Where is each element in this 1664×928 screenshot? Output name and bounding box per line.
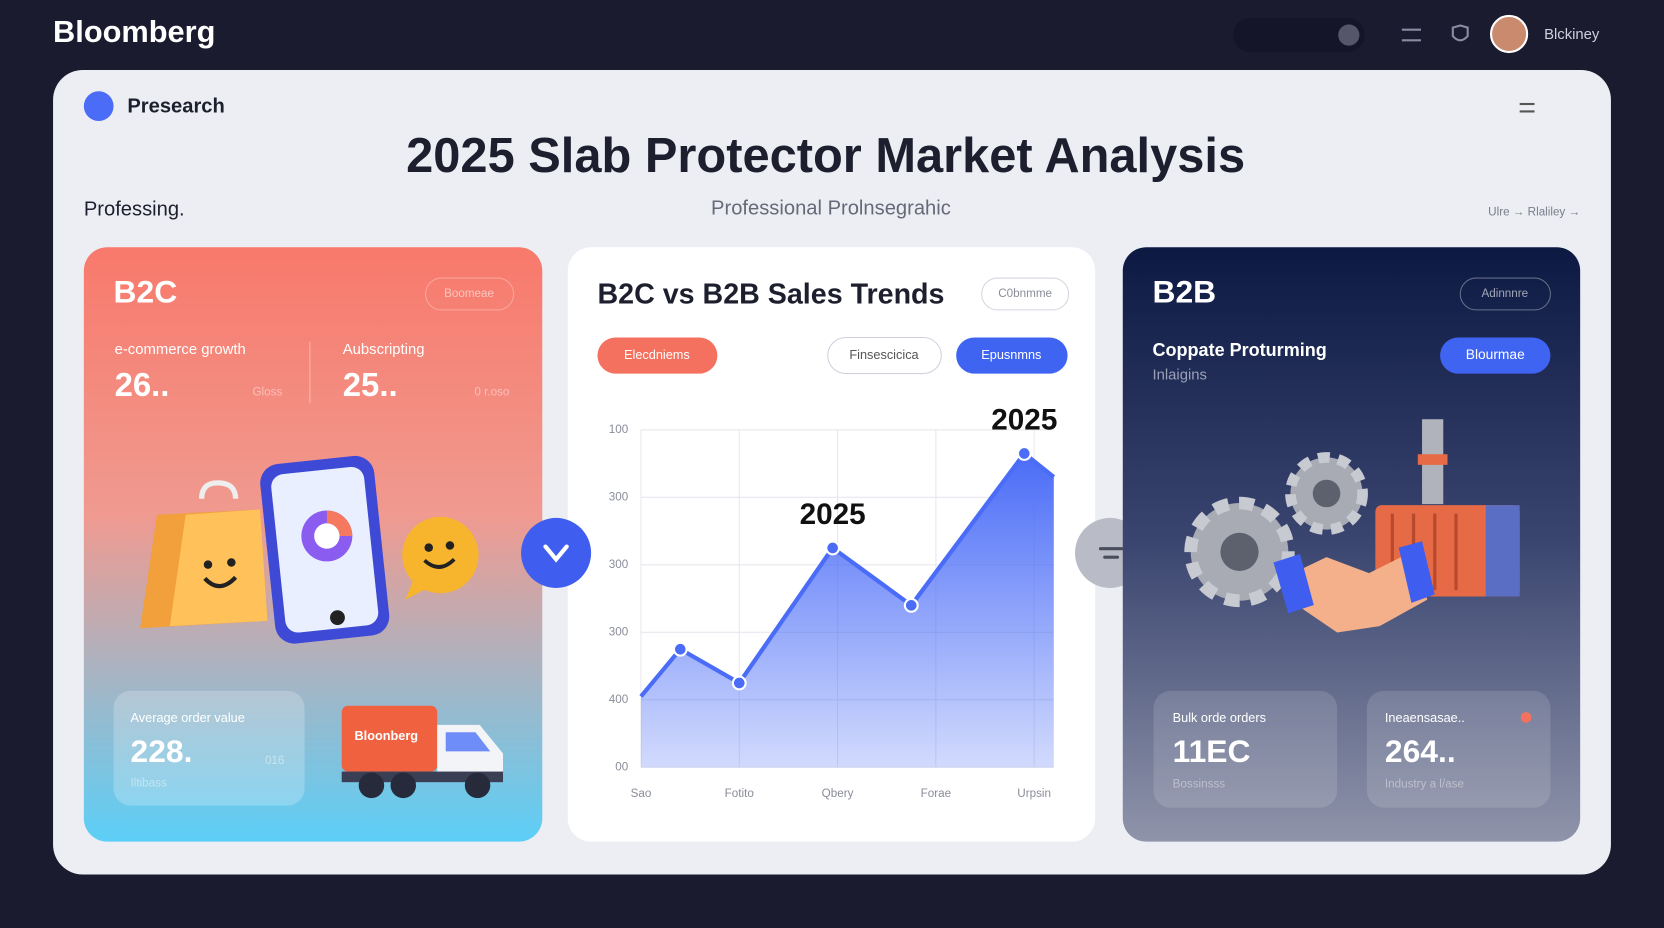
stat-note: 0 r.oso — [474, 386, 509, 399]
search-icon[interactable] — [1338, 24, 1360, 46]
y-tick-label: 00 — [615, 760, 628, 773]
plot: 00 400 300 300 300 100 Sao Fotito Qbery Forae Urps… — [609, 403, 1058, 799]
chevron-icon[interactable] — [543, 544, 569, 563]
b2b-box — [1366, 690, 1551, 808]
b2b-button-text[interactable]: Blourmae — [1466, 347, 1525, 362]
stat-value: 26.. — [115, 366, 170, 403]
box-label: Ineaensasae.. — [1385, 710, 1465, 725]
b2b-heading: Coppate Proturming — [1152, 340, 1326, 360]
x-tick-label: Fotito — [725, 787, 754, 800]
b2b-box — [1153, 690, 1338, 808]
shield-icon[interactable] — [1451, 24, 1469, 42]
box-value: 228. — [131, 733, 193, 769]
box-note: Iltibass — [131, 776, 167, 789]
prev-button[interactable] — [521, 517, 592, 588]
next-icon[interactable] — [1098, 547, 1124, 559]
logo: Bloomberg — [53, 14, 215, 49]
panel-menu[interactable] — [1519, 102, 1535, 113]
area — [640, 453, 1054, 768]
b2c-pill-text[interactable]: Boomeae — [444, 287, 494, 300]
y-tick-label: 400 — [609, 693, 629, 706]
b2b-subheading: Inlaigins — [1152, 368, 1206, 384]
filter-button[interactable] — [827, 336, 942, 375]
box-note: Industry a l/ase — [1385, 777, 1464, 790]
point — [903, 597, 919, 613]
user-name[interactable]: Blckiney — [1544, 27, 1600, 43]
shopping-bag — [140, 480, 268, 629]
stat-note: Gloss — [252, 386, 282, 399]
stat-value: 25.. — [343, 366, 398, 403]
point — [825, 540, 841, 556]
search-box[interactable] — [1233, 18, 1365, 53]
annotation: 2025 — [991, 403, 1057, 436]
chart-pill[interactable] — [981, 277, 1070, 311]
phone — [260, 455, 390, 644]
smiley-bubble — [402, 516, 479, 600]
b2b-title: B2B — [1152, 273, 1216, 309]
b2c-box — [113, 690, 305, 806]
truck-label: Bloonberg — [354, 728, 418, 743]
filter-button[interactable] — [956, 337, 1068, 374]
box-note: Bossinsss — [1173, 777, 1226, 790]
b2c-title: B2C — [114, 273, 178, 309]
filter-button-text[interactable]: Elecdniems — [624, 347, 690, 362]
x-tick-label: Qbery — [822, 787, 854, 800]
right-link[interactable]: Ulre → Rlaliley → — [1488, 205, 1580, 218]
filter-button[interactable] — [597, 337, 718, 374]
brand-icon — [83, 91, 114, 121]
brand: Presearch — [127, 96, 224, 118]
annotation: 2025 — [800, 498, 866, 531]
box-value: 11EC — [1173, 733, 1251, 769]
b2b-pill-text[interactable]: Adinnnre — [1481, 287, 1528, 300]
y-tick-label: 100 — [609, 423, 629, 436]
stat-label: Aubscripting — [343, 342, 425, 358]
y-tick-label: 300 — [609, 558, 629, 571]
chart-pill-text[interactable]: C0bnmme — [998, 287, 1052, 300]
filter-button-text[interactable]: Epusnmns — [981, 347, 1041, 362]
truck — [341, 705, 504, 799]
box-label: Bulk orde orders — [1173, 710, 1266, 725]
x-tick-label: Forae — [921, 787, 951, 800]
chart-title: B2C vs B2B Sales Trends — [597, 279, 944, 311]
box-value: 264.. — [1385, 733, 1456, 769]
industry-illustration — [1184, 419, 1520, 633]
menu-icon[interactable] — [1401, 28, 1421, 42]
box-label: Average order value — [131, 710, 245, 725]
b2b-card — [1122, 247, 1581, 842]
box-side: 016 — [265, 754, 284, 767]
b2b-pill[interactable] — [1459, 277, 1551, 311]
page-title: 2025 Slab Protector Market Analysis — [406, 129, 1245, 183]
stat-label: e-commerce growth — [115, 342, 246, 358]
b2b-button[interactable] — [1440, 337, 1551, 374]
x-tick-label: Urpsin — [1017, 787, 1051, 800]
y-tick-label: 300 — [609, 490, 629, 503]
point — [1016, 446, 1032, 461]
b2c-pill[interactable] — [425, 277, 515, 311]
left-label: Professing. — [84, 198, 185, 220]
avatar[interactable] — [1489, 14, 1529, 54]
filter-button-text[interactable]: Finsescicica — [849, 347, 919, 362]
y-tick-label: 300 — [609, 625, 629, 638]
point — [672, 641, 688, 657]
x-tick-label: Sao — [631, 787, 652, 800]
status-dot — [1520, 712, 1532, 723]
subtitle: Professional Prolnsegrahic — [711, 197, 951, 219]
point — [731, 675, 747, 691]
